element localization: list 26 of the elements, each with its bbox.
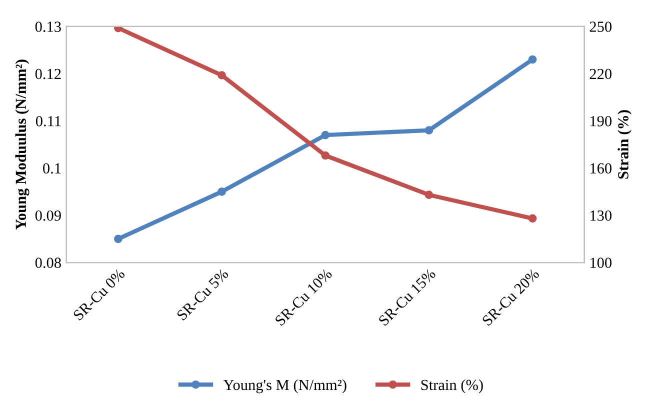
y2-tick-label: 190: [590, 116, 612, 126]
y-tick-label: 0.12: [35, 68, 61, 80]
y2-axis-title: Strain (%): [618, 110, 632, 179]
point: [321, 151, 330, 160]
point: [218, 188, 226, 196]
point: [424, 190, 434, 200]
y2-tick-label: 100: [590, 258, 612, 268]
legend-label: Strain (%): [421, 379, 483, 394]
point: [528, 214, 537, 223]
y2-tick-label: 160: [590, 163, 612, 174]
point: [218, 71, 226, 80]
y-tick-label: 0.08: [35, 258, 61, 268]
y2-tick-label: 130: [590, 210, 612, 221]
y-axis-title: Young Moduulus (N/mm²): [15, 60, 30, 230]
point: [114, 26, 122, 32]
y-tick-label: 0.1: [43, 163, 61, 174]
point: [528, 55, 537, 64]
point: [114, 234, 122, 244]
y-tick-label: 0.13: [35, 22, 61, 32]
y-tick-label: 0.09: [35, 210, 61, 221]
point: [424, 126, 434, 134]
y2-tick-label: 220: [590, 68, 612, 80]
y-tick-label: 0.11: [36, 116, 61, 126]
point: [321, 130, 330, 140]
y2-tick-label: 250: [590, 22, 612, 32]
legend-label: Young's M (N/mm²): [223, 379, 346, 394]
